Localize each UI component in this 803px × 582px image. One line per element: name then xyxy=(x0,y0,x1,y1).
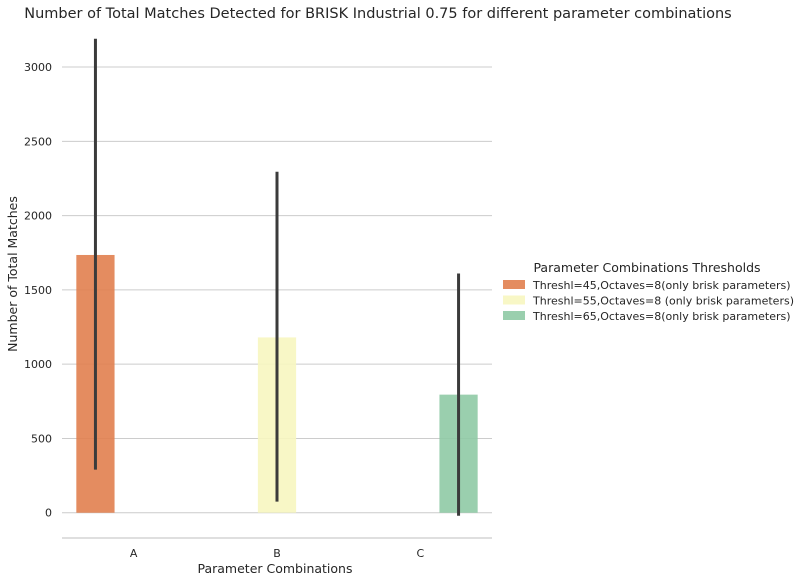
x-axis-label: Parameter Combinations xyxy=(197,561,352,576)
legend-swatch xyxy=(503,280,525,289)
y-tick-label: 500 xyxy=(31,432,52,445)
x-tick-labels: A B C xyxy=(130,547,425,560)
chart-title: Number of Total Matches Detected for BRI… xyxy=(24,6,732,22)
x-tick-label: B xyxy=(273,547,281,560)
x-tick-label: C xyxy=(416,547,424,560)
y-tick-label: 0 xyxy=(45,507,52,520)
legend-title: Parameter Combinations Thresholds xyxy=(533,260,760,275)
legend: Parameter Combinations Thresholds Thresh… xyxy=(503,260,794,323)
legend-swatch xyxy=(503,311,525,320)
legend-label: Threshl=65,Octaves=8(only brisk paramete… xyxy=(532,310,791,323)
y-tick-labels: 0 500 1000 1500 2000 2500 3000 xyxy=(24,61,52,520)
legend-label: Threshl=45,Octaves=8(only brisk paramete… xyxy=(532,279,791,292)
y-tick-label: 2000 xyxy=(24,210,52,223)
legend-label: Threshl=55,Octaves=8 (only brisk paramet… xyxy=(532,295,794,308)
error-bars xyxy=(93,38,461,516)
y-tick-label: 1500 xyxy=(24,284,52,297)
y-axis-label: Number of Total Matches xyxy=(5,196,20,352)
y-tick-label: 1000 xyxy=(24,358,52,371)
legend-swatch xyxy=(503,295,525,305)
x-tick-label: A xyxy=(130,547,138,560)
y-tick-label: 3000 xyxy=(24,61,52,74)
y-tick-label: 2500 xyxy=(24,135,52,148)
